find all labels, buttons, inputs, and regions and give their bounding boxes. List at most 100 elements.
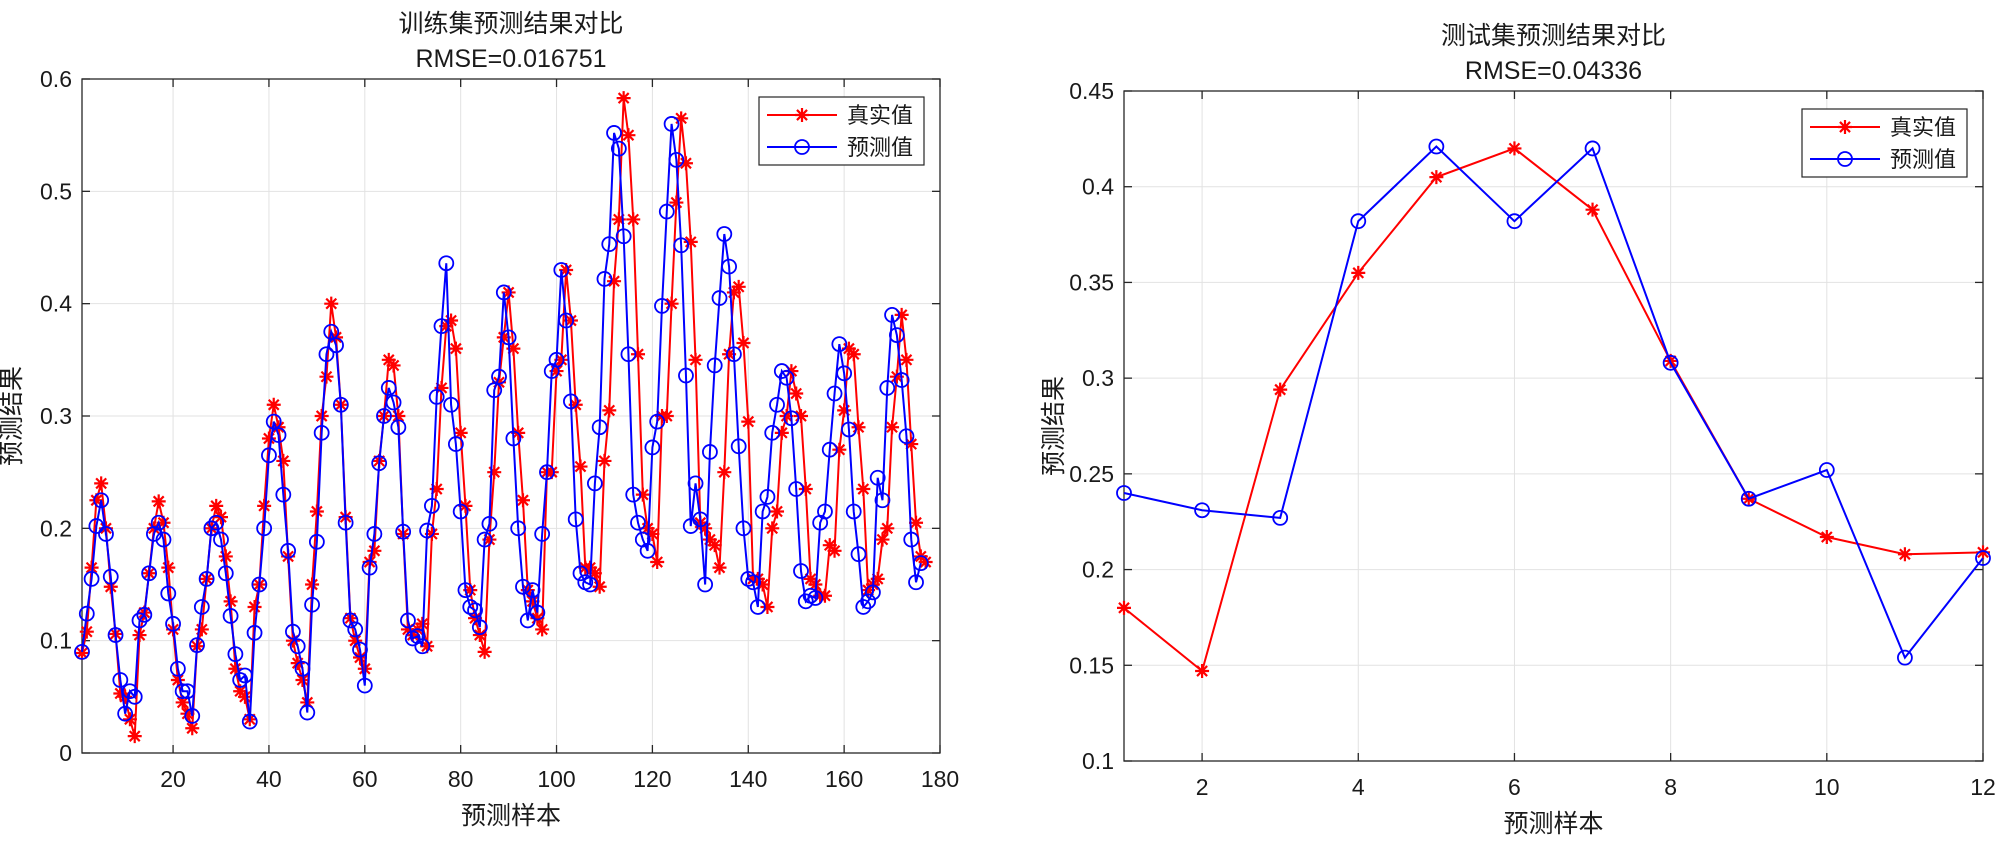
- data-point: [289, 638, 306, 655]
- data-point: [515, 578, 531, 595]
- data-point: [908, 574, 924, 591]
- data-point: [663, 116, 680, 132]
- data-point: [726, 285, 741, 300]
- data-point: [745, 574, 761, 591]
- legend-box: [758, 96, 925, 166]
- data-point: [160, 585, 177, 602]
- data-point: [889, 369, 904, 384]
- data-point: [391, 409, 406, 423]
- data-point: [390, 419, 407, 436]
- data-point: [1350, 213, 1367, 230]
- data-point: [194, 622, 209, 637]
- y-tick-label: 0.1: [1082, 748, 1114, 774]
- data-point: [664, 296, 679, 311]
- legend-marker: [795, 108, 809, 122]
- data-point: [367, 543, 382, 558]
- data-point: [741, 414, 756, 429]
- data-point: [380, 380, 397, 396]
- data-point: [439, 319, 454, 334]
- data-point: [308, 533, 325, 550]
- data-point: [668, 151, 685, 168]
- data-point: [337, 514, 354, 531]
- data-point: [687, 475, 704, 492]
- data-point: [424, 526, 439, 541]
- data-point: [1351, 265, 1366, 280]
- data-point: [117, 705, 134, 722]
- y-tick-label: 0.15: [1069, 652, 1114, 678]
- data-point: [203, 520, 220, 537]
- data-point: [452, 503, 469, 520]
- data-point: [765, 521, 780, 536]
- data-point: [347, 621, 364, 638]
- legend-label: 真实值: [1890, 115, 1956, 140]
- data-point: [827, 543, 842, 558]
- data-point: [1117, 600, 1131, 615]
- data-point: [1507, 141, 1522, 156]
- data-point: [836, 365, 853, 382]
- y-axis-label: 预测结果: [0, 366, 26, 466]
- data-point: [885, 420, 900, 435]
- data-point: [193, 599, 210, 615]
- chart-subtitle: RMSE=0.04336: [1465, 57, 1642, 85]
- data-point: [850, 546, 867, 563]
- data-point: [625, 486, 642, 503]
- data-point: [492, 375, 507, 390]
- data-point: [798, 482, 813, 497]
- data-point: [251, 576, 268, 593]
- data-point: [94, 476, 109, 491]
- y-tick-label: 0.5: [40, 178, 72, 204]
- data-point: [294, 660, 311, 677]
- data-point: [903, 531, 920, 548]
- data-point: [241, 713, 258, 730]
- y-tick-label: 0.2: [1082, 557, 1114, 583]
- data-point: [659, 409, 674, 423]
- y-tick-label: 0.4: [40, 291, 72, 317]
- data-point: [74, 644, 90, 660]
- data-point: [448, 341, 463, 356]
- data-point: [1740, 490, 1757, 507]
- data-point: [639, 542, 656, 559]
- data-point: [572, 565, 589, 582]
- data-point: [217, 565, 234, 582]
- data-point: [1273, 382, 1288, 397]
- data-point: [760, 599, 775, 614]
- x-axis-label: 预测样本: [461, 802, 561, 830]
- data-point: [711, 290, 728, 306]
- data-point: [899, 352, 914, 367]
- data-point: [616, 91, 631, 106]
- data-point: [366, 526, 383, 542]
- data-point: [875, 532, 890, 547]
- y-tick-label: 0.6: [40, 66, 72, 92]
- data-point: [1818, 462, 1835, 478]
- data-point: [702, 444, 718, 460]
- data-point: [631, 347, 646, 362]
- data-point: [611, 212, 626, 227]
- series-true-values: [1117, 141, 1990, 679]
- data-point: [107, 627, 124, 643]
- data-point: [257, 498, 272, 513]
- data-point: [515, 493, 530, 508]
- data-point: [482, 532, 497, 547]
- y-tick-label: 0.25: [1069, 461, 1114, 487]
- data-point: [237, 667, 253, 684]
- series-predicted-values: [74, 116, 929, 730]
- data-point: [784, 364, 799, 379]
- data-point: [697, 576, 714, 593]
- y-tick-label: 0.3: [1082, 365, 1114, 391]
- data-point: [793, 563, 809, 579]
- x-tick-label: 160: [825, 766, 863, 792]
- data-point: [256, 520, 273, 537]
- data-point: [323, 323, 340, 340]
- data-point: [324, 296, 339, 311]
- data-point: [496, 330, 511, 345]
- data-point: [620, 346, 637, 363]
- data-point: [567, 511, 584, 528]
- legend-label: 预测值: [1890, 147, 1956, 172]
- data-point: [261, 431, 276, 446]
- data-point: [328, 337, 344, 354]
- plot-frame: [1123, 90, 1984, 762]
- data-point: [361, 559, 378, 576]
- data-point: [429, 482, 444, 497]
- data-point: [783, 410, 800, 427]
- data-point: [750, 571, 765, 586]
